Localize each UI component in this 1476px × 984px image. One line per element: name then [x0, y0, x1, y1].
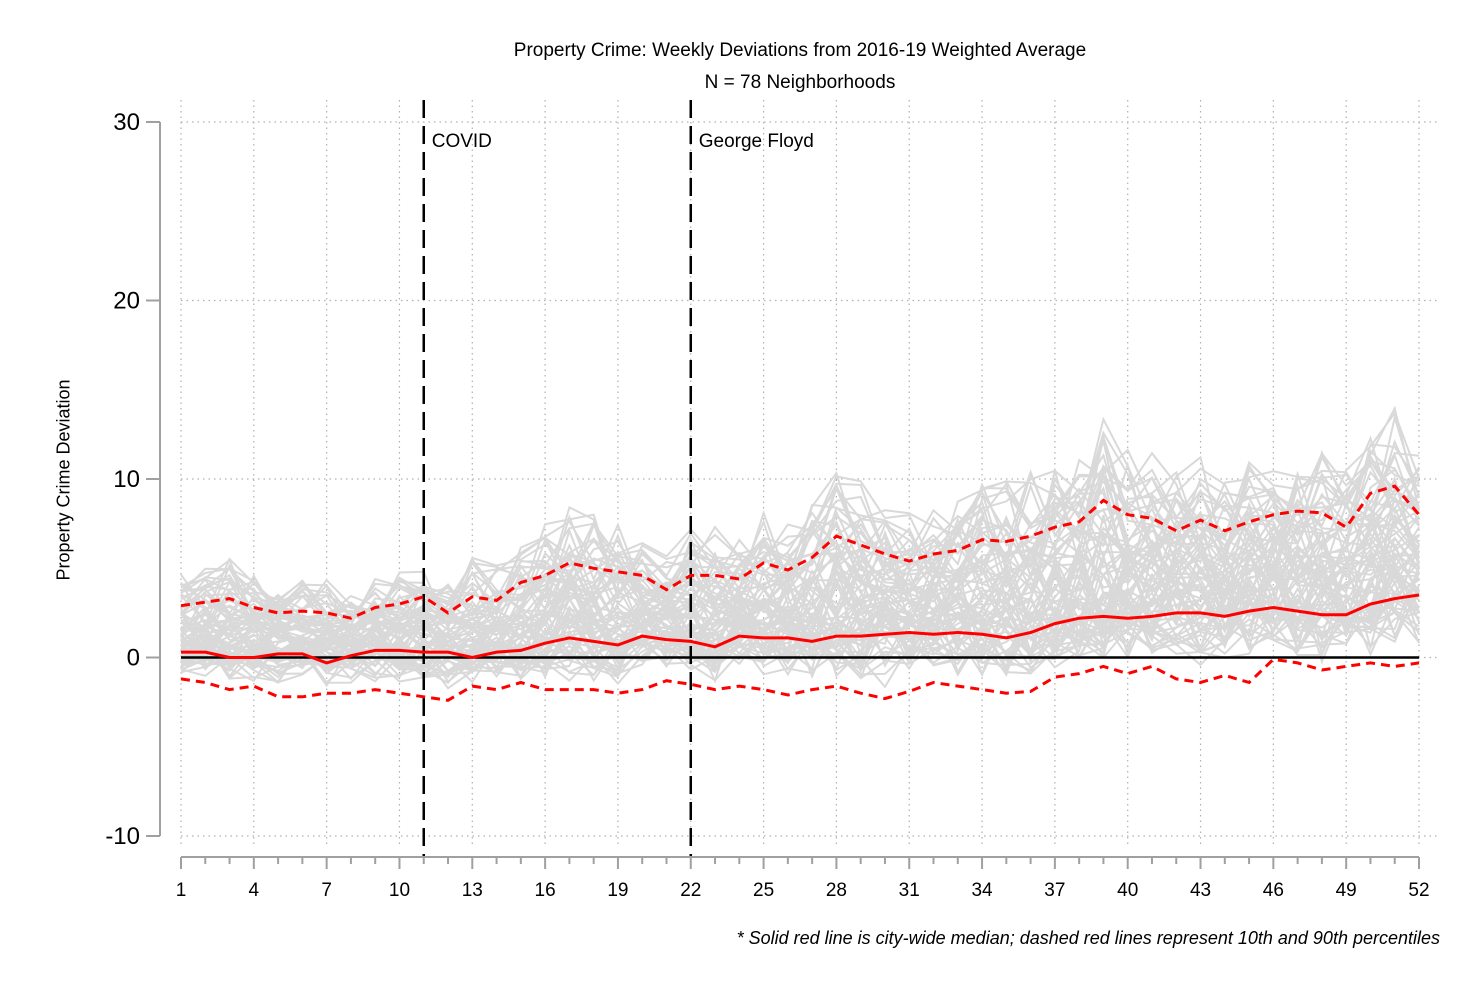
x-tick-label: 40 [1117, 880, 1138, 901]
event-label: COVID [432, 131, 492, 152]
neighborhood-line [180, 506, 1420, 654]
y-tick-label: -10 [105, 823, 140, 850]
p90-line [180, 484, 1421, 620]
x-tick-label: 28 [826, 880, 847, 901]
x-tick-label: 16 [535, 880, 556, 901]
x-tick-label: 22 [680, 880, 701, 901]
x-tick-label: 13 [462, 880, 483, 901]
x-tick-label: 34 [971, 880, 993, 901]
neighborhood-line [180, 476, 1420, 630]
x-tick-label: 19 [607, 880, 628, 901]
x-tick-label: 1 [176, 880, 187, 901]
x-tick-label: 43 [1190, 880, 1211, 901]
percentile-lines [180, 484, 1421, 702]
y-tick-label: 30 [113, 109, 140, 136]
x-tick-label: 31 [899, 880, 920, 901]
neighborhood-line [180, 517, 1420, 659]
x-tick-label: 25 [753, 880, 774, 901]
x-tick-label: 37 [1044, 880, 1065, 901]
neighborhood-line [180, 538, 1420, 671]
grid-lines [180, 100, 1438, 845]
footnote: * Solid red line is city-wide median; da… [736, 928, 1440, 948]
neighborhood-line [180, 515, 1420, 657]
y-tick-label: 10 [113, 466, 140, 493]
median-line [181, 593, 1420, 665]
x-tick-label: 7 [321, 880, 332, 901]
event-markers: COVID George Floyd [422, 100, 814, 857]
x-tick-label: 10 [389, 880, 410, 901]
event-label: George Floyd [699, 131, 814, 152]
y-axis-label: Property Crime Deviation [53, 379, 74, 581]
neighborhood-line [180, 410, 1420, 627]
x-tick-label: 46 [1263, 880, 1284, 901]
chart-subtitle: N = 78 Neighborhoods [704, 72, 896, 93]
neighborhood-line [180, 576, 1420, 690]
neighborhood-line [180, 597, 1420, 679]
x-tick-label: 52 [1408, 880, 1429, 901]
neighborhood-line [180, 443, 1420, 636]
y-tick-label: 0 [127, 645, 140, 672]
neighborhood-lines [180, 405, 1420, 690]
axes: -10 0 10 20 30 1 4 7 10 13 16 19 22 25 28 31 34 37 40 43 46 4… [105, 109, 1429, 901]
x-tick-label: 49 [1336, 880, 1357, 901]
neighborhood-line [180, 535, 1420, 668]
p10-line [180, 657, 1420, 702]
y-tick-label: 20 [113, 288, 140, 315]
chart-title: Property Crime: Weekly Deviations from 2… [513, 40, 1087, 61]
x-tick-label: 4 [249, 880, 260, 901]
